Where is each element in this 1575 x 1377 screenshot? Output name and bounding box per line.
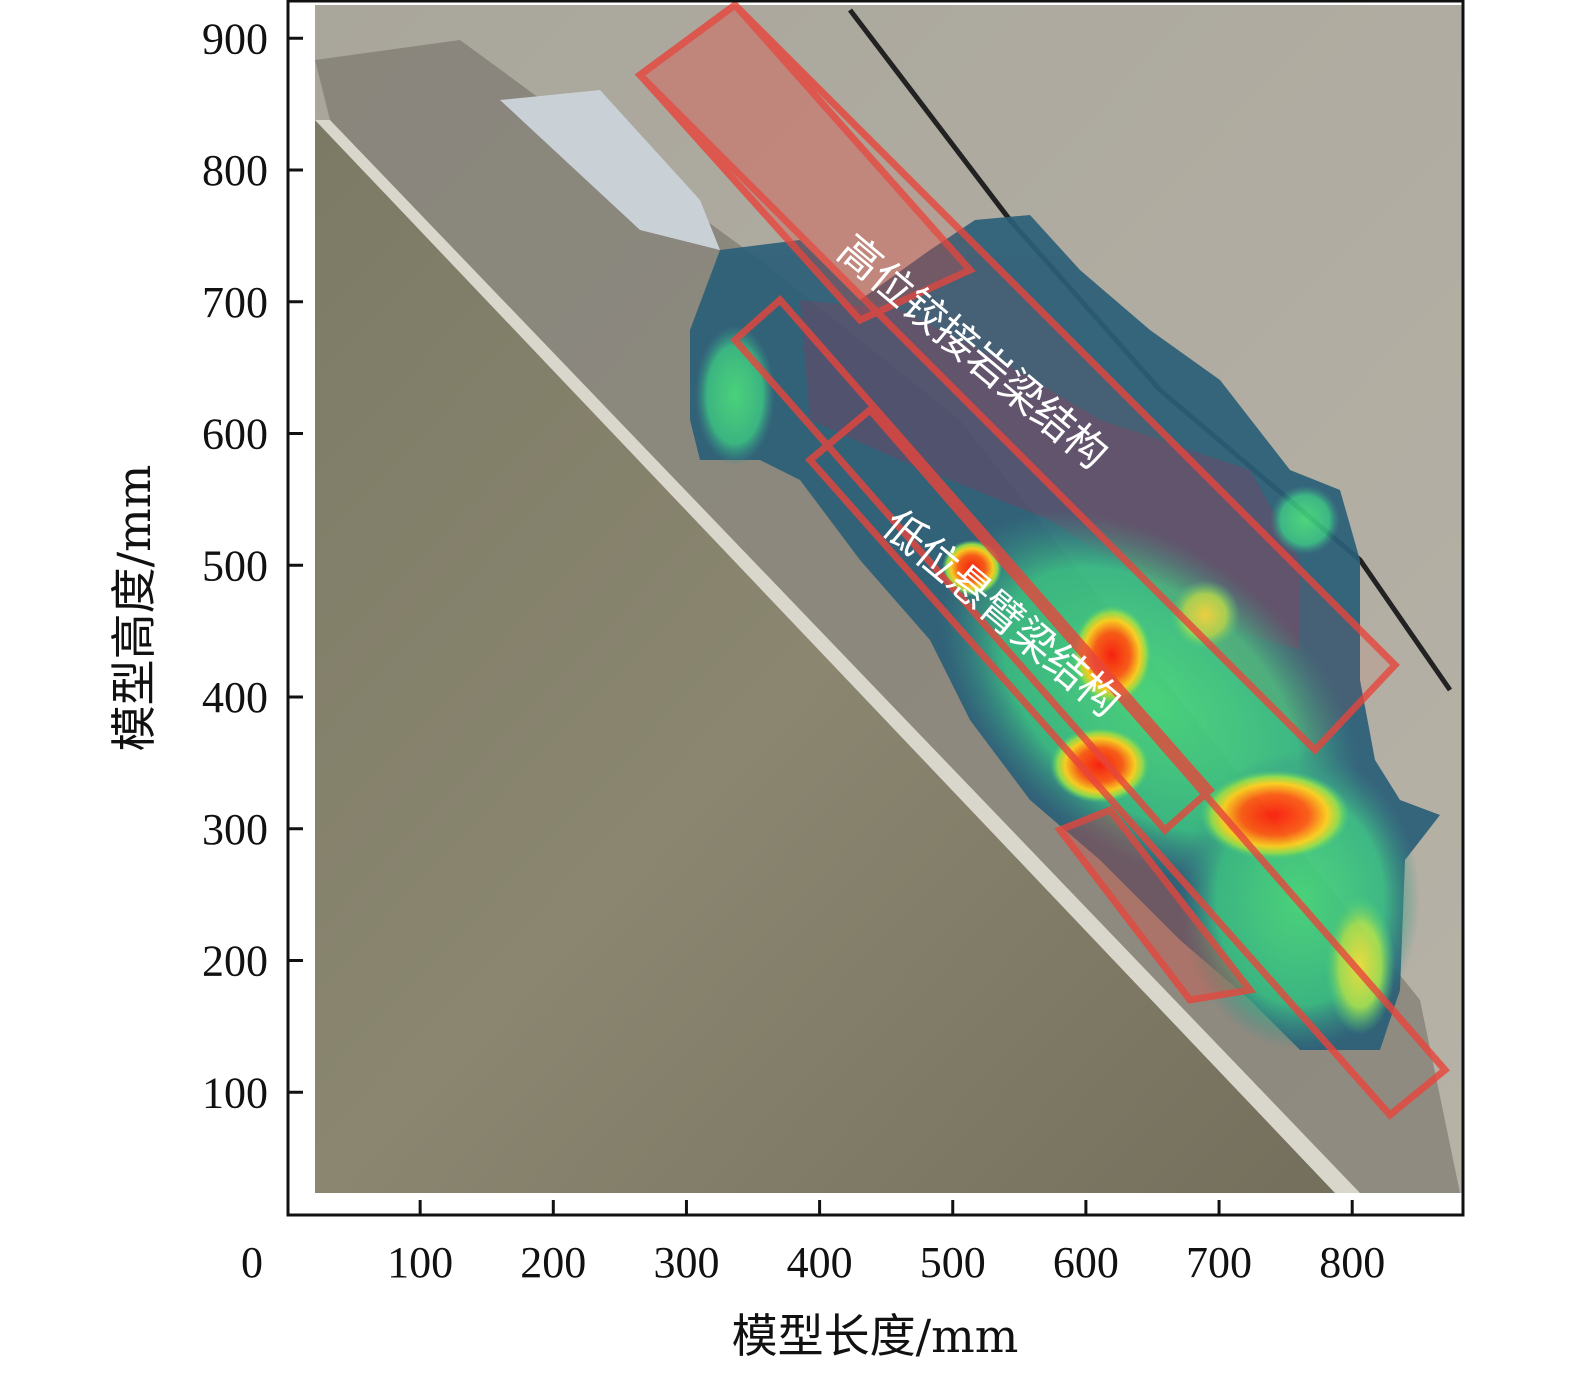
x-tick-label: 400 — [787, 1238, 853, 1287]
axes-frame — [286, 0, 1465, 1217]
y-axis-label: 模型高度/mm — [107, 465, 161, 752]
y-tick-label: 700 — [202, 278, 268, 327]
y-tick-label: 500 — [202, 541, 268, 590]
x-axis: 0 100 200 300 400 500 600 700 800 — [241, 1200, 1385, 1287]
x-tick-label: 200 — [520, 1238, 586, 1287]
y-tick-label: 300 — [202, 805, 268, 854]
y-tick-label: 800 — [202, 146, 268, 195]
x-tick-label: 700 — [1186, 1238, 1252, 1287]
y-axis: 100 200 300 400 500 600 700 800 900 — [202, 14, 303, 1117]
x-tick-label: 0 — [241, 1238, 263, 1287]
structure-frames — [634, 0, 1451, 1120]
y-tick-label: 400 — [202, 673, 268, 722]
y-tick-label: 100 — [202, 1068, 268, 1117]
x-tick-label: 100 — [387, 1238, 453, 1287]
x-tick-label: 300 — [653, 1238, 719, 1287]
y-tick-label: 200 — [202, 937, 268, 986]
y-tick-label: 600 — [202, 410, 268, 459]
x-tick-label: 500 — [920, 1238, 986, 1287]
y-tick-label: 900 — [202, 14, 268, 63]
x-axis-label: 模型长度/mm — [732, 1309, 1019, 1363]
x-tick-label: 600 — [1053, 1238, 1119, 1287]
x-tick-label: 800 — [1319, 1238, 1385, 1287]
